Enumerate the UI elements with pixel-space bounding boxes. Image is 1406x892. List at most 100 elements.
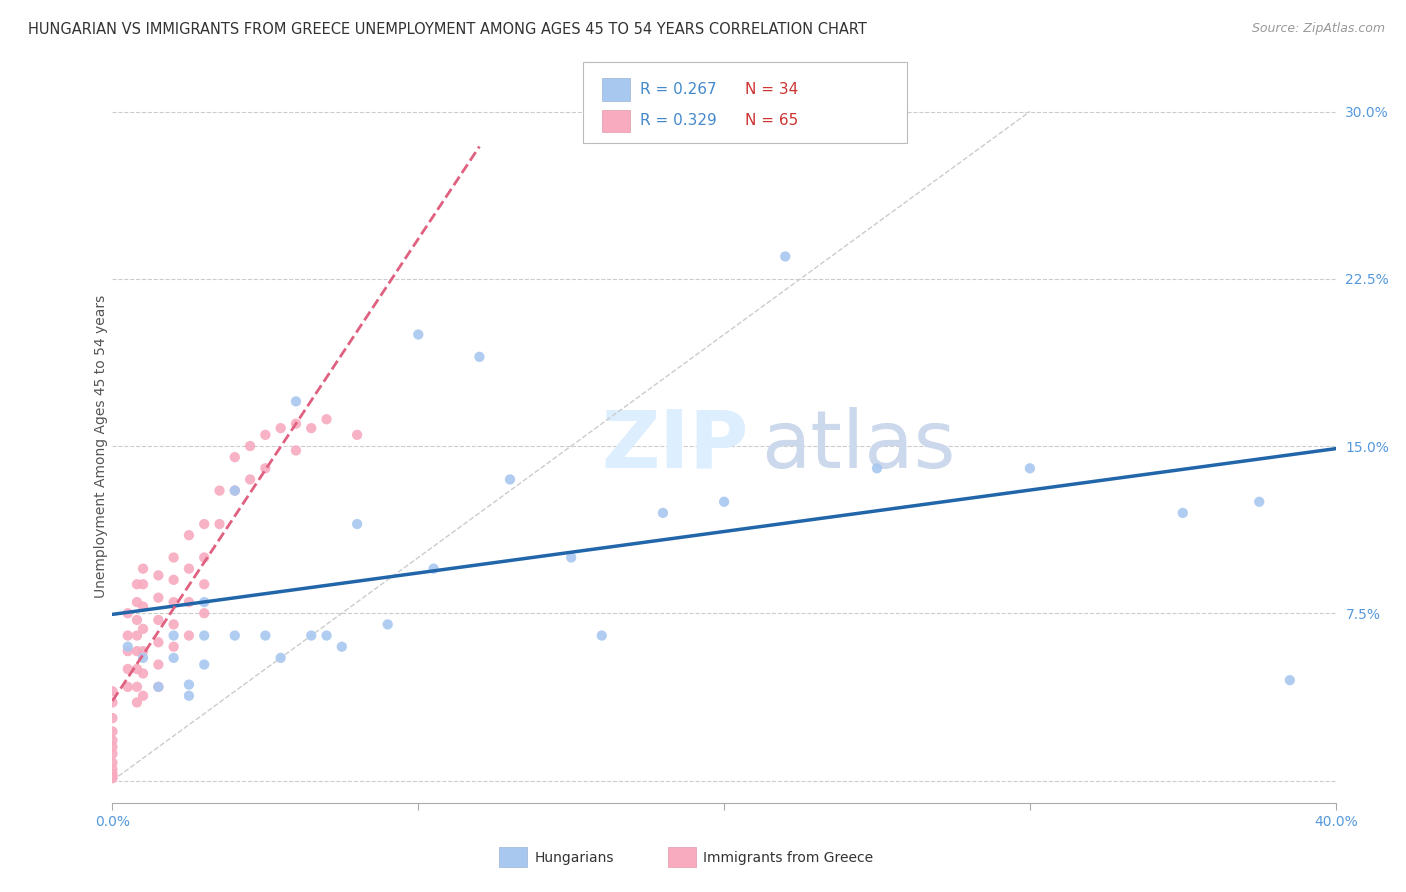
Point xyxy=(284,417,308,431)
Point xyxy=(177,689,200,703)
Point xyxy=(177,528,200,542)
Point xyxy=(560,550,582,565)
Point xyxy=(254,461,277,475)
Point xyxy=(117,662,139,676)
Text: Hungarians: Hungarians xyxy=(534,851,614,865)
Point xyxy=(101,771,124,786)
Point xyxy=(346,428,368,442)
Text: N = 34: N = 34 xyxy=(745,82,799,96)
Point xyxy=(208,517,231,532)
Point xyxy=(132,666,155,681)
Point xyxy=(125,644,148,658)
Point xyxy=(1249,494,1271,508)
Point xyxy=(270,421,292,435)
Point xyxy=(125,662,148,676)
Point xyxy=(163,617,186,632)
Point xyxy=(117,628,139,642)
Point xyxy=(193,607,215,621)
Point xyxy=(177,628,200,642)
Point xyxy=(1171,506,1194,520)
Point xyxy=(101,756,124,770)
Y-axis label: Unemployment Among Ages 45 to 54 years: Unemployment Among Ages 45 to 54 years xyxy=(94,294,108,598)
Point xyxy=(163,595,186,609)
Point xyxy=(866,461,889,475)
Text: Immigrants from Greece: Immigrants from Greece xyxy=(703,851,873,865)
Point xyxy=(254,628,277,642)
Point xyxy=(125,628,148,642)
Point xyxy=(163,573,186,587)
Point xyxy=(177,595,200,609)
Point xyxy=(117,607,139,621)
Point xyxy=(377,617,399,632)
Point xyxy=(163,628,186,642)
Point xyxy=(299,421,322,435)
Point xyxy=(299,628,322,642)
Point xyxy=(148,613,170,627)
Point xyxy=(330,640,353,654)
Point xyxy=(193,628,215,642)
Point xyxy=(148,657,170,672)
Point xyxy=(775,250,797,264)
Point xyxy=(177,678,200,692)
Point xyxy=(193,577,215,591)
Point xyxy=(254,428,277,442)
Point xyxy=(163,651,186,665)
Text: R = 0.267: R = 0.267 xyxy=(640,82,716,96)
Point xyxy=(163,640,186,654)
Point xyxy=(117,680,139,694)
Point xyxy=(591,628,613,642)
Point xyxy=(148,635,170,649)
Point xyxy=(177,562,200,576)
Point xyxy=(193,517,215,532)
Point xyxy=(224,483,246,498)
Point xyxy=(132,599,155,614)
Point xyxy=(125,595,148,609)
Point xyxy=(224,450,246,465)
Point xyxy=(422,562,444,576)
Point xyxy=(101,696,124,710)
Point xyxy=(101,740,124,755)
Point xyxy=(346,517,368,532)
Point xyxy=(1018,461,1040,475)
Point xyxy=(315,628,337,642)
Point xyxy=(132,644,155,658)
Point xyxy=(148,568,170,582)
Text: Source: ZipAtlas.com: Source: ZipAtlas.com xyxy=(1251,22,1385,36)
Point xyxy=(117,644,139,658)
Point xyxy=(101,747,124,761)
Point xyxy=(101,684,124,698)
Point xyxy=(101,762,124,776)
Point xyxy=(315,412,337,426)
Point xyxy=(101,733,124,747)
Point xyxy=(239,473,262,487)
Point xyxy=(132,689,155,703)
Point xyxy=(713,494,735,508)
Point xyxy=(101,766,124,781)
Point xyxy=(224,628,246,642)
Point xyxy=(193,550,215,565)
Point xyxy=(499,473,522,487)
Point xyxy=(125,680,148,694)
Point xyxy=(408,327,430,342)
Point xyxy=(193,595,215,609)
Text: HUNGARIAN VS IMMIGRANTS FROM GREECE UNEMPLOYMENT AMONG AGES 45 TO 54 YEARS CORRE: HUNGARIAN VS IMMIGRANTS FROM GREECE UNEM… xyxy=(28,22,868,37)
Text: N = 65: N = 65 xyxy=(745,113,799,128)
Point xyxy=(224,483,246,498)
Point xyxy=(239,439,262,453)
Point xyxy=(284,443,308,458)
Point xyxy=(270,651,292,665)
Text: R = 0.329: R = 0.329 xyxy=(640,113,717,128)
Point xyxy=(208,483,231,498)
Text: atlas: atlas xyxy=(761,407,955,485)
Point xyxy=(148,591,170,605)
Text: ZIP: ZIP xyxy=(602,407,748,485)
Point xyxy=(101,769,124,783)
Point xyxy=(125,696,148,710)
Point xyxy=(125,577,148,591)
Point xyxy=(101,724,124,739)
Point xyxy=(132,622,155,636)
Point xyxy=(148,680,170,694)
Point xyxy=(193,657,215,672)
Point xyxy=(468,350,491,364)
Point xyxy=(148,680,170,694)
